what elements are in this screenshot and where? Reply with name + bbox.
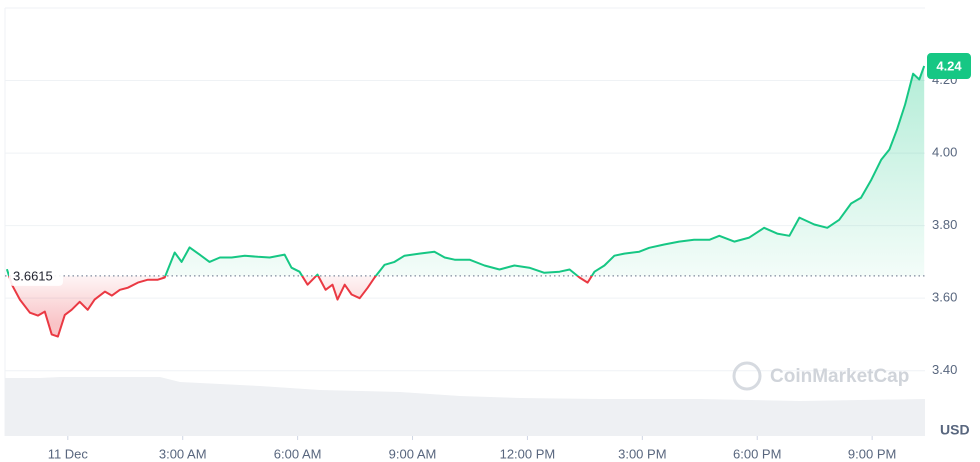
grid bbox=[5, 80, 925, 440]
x-tick-label: 9:00 PM bbox=[848, 446, 896, 461]
baseline-label: 3.6615 bbox=[13, 268, 53, 283]
price-line bbox=[5, 65, 926, 338]
watermark-text: CoinMarketCap bbox=[770, 366, 909, 387]
price-area bbox=[6, 66, 925, 337]
watermark-logo bbox=[732, 361, 762, 391]
baseline-label-bg bbox=[9, 265, 63, 286]
x-tick-label: 11 Dec bbox=[48, 446, 89, 461]
x-tick-label: 6:00 PM bbox=[733, 446, 781, 461]
x-tick-label: 3:00 PM bbox=[618, 446, 666, 461]
plot: 3.6615 bbox=[5, 65, 926, 338]
y-tick-label: 3.80 bbox=[932, 217, 957, 232]
volume-area bbox=[5, 377, 925, 436]
y-tick-label: 4.00 bbox=[932, 145, 957, 160]
x-tick-label: 12:00 PM bbox=[500, 446, 556, 461]
last-price-badge bbox=[927, 53, 971, 80]
x-tick-label: 9:00 AM bbox=[389, 446, 437, 461]
watermark: CoinMarketCap bbox=[732, 361, 909, 391]
x-tick-label: 3:00 AM bbox=[159, 446, 207, 461]
last-price-label: 4.24 bbox=[936, 58, 962, 73]
y-tick-label: 3.60 bbox=[932, 290, 957, 305]
y-tick-label: 3.40 bbox=[932, 362, 957, 377]
y-unit: USD bbox=[940, 422, 970, 438]
x-tick-label: 6:00 AM bbox=[274, 446, 322, 461]
